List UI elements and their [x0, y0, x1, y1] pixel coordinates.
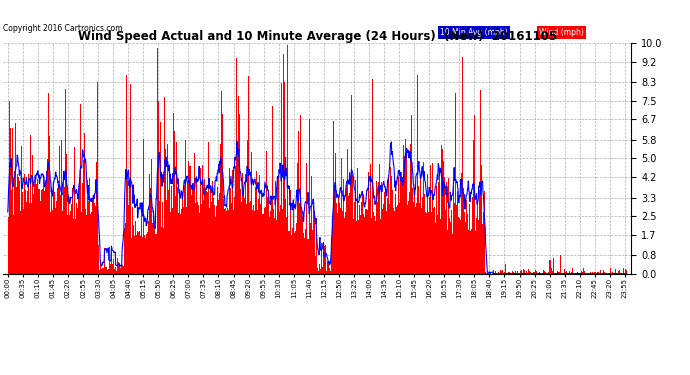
Text: Wind (mph): Wind (mph): [539, 28, 584, 37]
Text: 10 Min Avg (mph): 10 Min Avg (mph): [440, 28, 508, 37]
Text: Copyright 2016 Cartronics.com: Copyright 2016 Cartronics.com: [3, 24, 123, 33]
Title: Wind Speed Actual and 10 Minute Average (24 Hours)  (New)  20161105: Wind Speed Actual and 10 Minute Average …: [78, 30, 557, 43]
